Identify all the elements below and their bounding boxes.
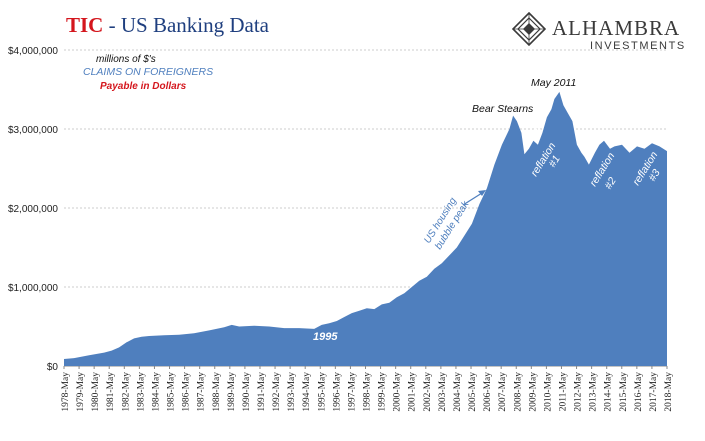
x-tick-label: 1996-May (332, 372, 342, 412)
annotation-reflation-1-num: #1 (546, 153, 562, 169)
x-tick-label: 2008-May (513, 372, 523, 412)
x-tick-label: 2005-May (468, 372, 478, 412)
x-tick-label: 1986-May (182, 372, 192, 412)
y-tick-label: $2,000,000 (8, 204, 58, 215)
x-tick-label: 2012-May (574, 372, 584, 412)
x-tick-label: 2006-May (483, 372, 493, 412)
x-tick-label: 1999-May (378, 372, 388, 412)
logo-brand-text: ALHAMBRA (552, 16, 681, 40)
x-tick-label: 1978-May (61, 372, 71, 412)
x-tick-label: 2017-May (649, 372, 659, 412)
legend-series-sub: Payable in Dollars (100, 81, 187, 92)
legend: millions of $'s CLAIMS ON FOREIGNERS Pay… (83, 54, 213, 92)
x-tick-label: 1994-May (302, 372, 312, 412)
chart-title: TIC - US Banking Data (66, 13, 269, 38)
x-tick-label: 2009-May (528, 372, 538, 412)
x-tick-label: 1989-May (227, 372, 237, 412)
x-tick-label: 1979-May (76, 372, 86, 412)
x-tick-label: 2018-May (664, 372, 674, 412)
x-tick-label: 1988-May (212, 372, 222, 412)
x-tick-label: 1983-May (136, 372, 146, 412)
x-tick-label: 1982-May (121, 372, 131, 412)
annotation-may-2011: May 2011 (531, 77, 576, 89)
y-tick-label: $4,000,000 (8, 46, 58, 57)
x-tick-label: 2013-May (589, 372, 599, 412)
x-tick-label: 1980-May (91, 372, 101, 412)
y-tick-label: $1,000,000 (8, 283, 58, 294)
x-tick-label: 2003-May (438, 372, 448, 412)
x-tick-label: 2010-May (543, 372, 553, 412)
x-tick-label: 2002-May (423, 372, 433, 412)
y-tick-label: $0 (47, 362, 59, 373)
logo-diamond-icon (512, 12, 546, 46)
y-axis: $0 $1,000,000 $2,000,000 $3,000,000 $4,000,0… (8, 46, 58, 373)
annotation-1995: 1995 (313, 331, 338, 343)
annotation-reflation-3-num: #3 (646, 167, 662, 183)
title-rest: - US Banking Data (103, 13, 270, 37)
brand-logo: ALHAMBRA INVESTMENTS (512, 12, 702, 54)
x-tick-label: 2007-May (498, 372, 508, 412)
x-tick-label: 1985-May (167, 372, 177, 412)
annotation-arrow-head (478, 190, 486, 196)
annotation-housing-arrow (462, 192, 483, 206)
x-axis: 1978-May 1979-May 1980-May 1981-May 1982-May… (61, 366, 674, 412)
x-tick-label: 2004-May (453, 372, 463, 412)
logo-sub-text: INVESTMENTS (590, 40, 686, 52)
y-tick-label: $3,000,000 (8, 125, 58, 136)
x-tick-label: 2015-May (619, 372, 629, 412)
x-tick-label: 1995-May (317, 372, 327, 412)
x-tick-label: 2001-May (408, 372, 418, 412)
annotation-bear-stearns: Bear Stearns (472, 103, 534, 115)
x-tick-label: 2016-May (634, 372, 644, 412)
x-tick-label: 2014-May (604, 372, 614, 412)
x-tick-label: 1987-May (197, 372, 207, 412)
title-prefix: TIC (66, 13, 104, 37)
x-tick-label: 2011-May (558, 372, 568, 411)
x-tick-label: 1981-May (106, 372, 116, 412)
series-area (64, 91, 667, 367)
legend-series-name: CLAIMS ON FOREIGNERS (83, 66, 213, 78)
annotation-reflation-2-num: #2 (602, 175, 618, 191)
x-tick-label: 1991-May (257, 372, 267, 412)
x-tick-label: 2000-May (393, 372, 403, 412)
x-tick-label: 1998-May (363, 372, 373, 412)
x-tick-label: 1984-May (151, 372, 161, 412)
x-tick-label: 1993-May (287, 372, 297, 412)
x-tick-label: 1990-May (242, 372, 252, 412)
units-note: millions of $'s (96, 54, 156, 65)
x-tick-label: 1997-May (347, 372, 357, 412)
x-tick-label: 1992-May (272, 372, 282, 412)
